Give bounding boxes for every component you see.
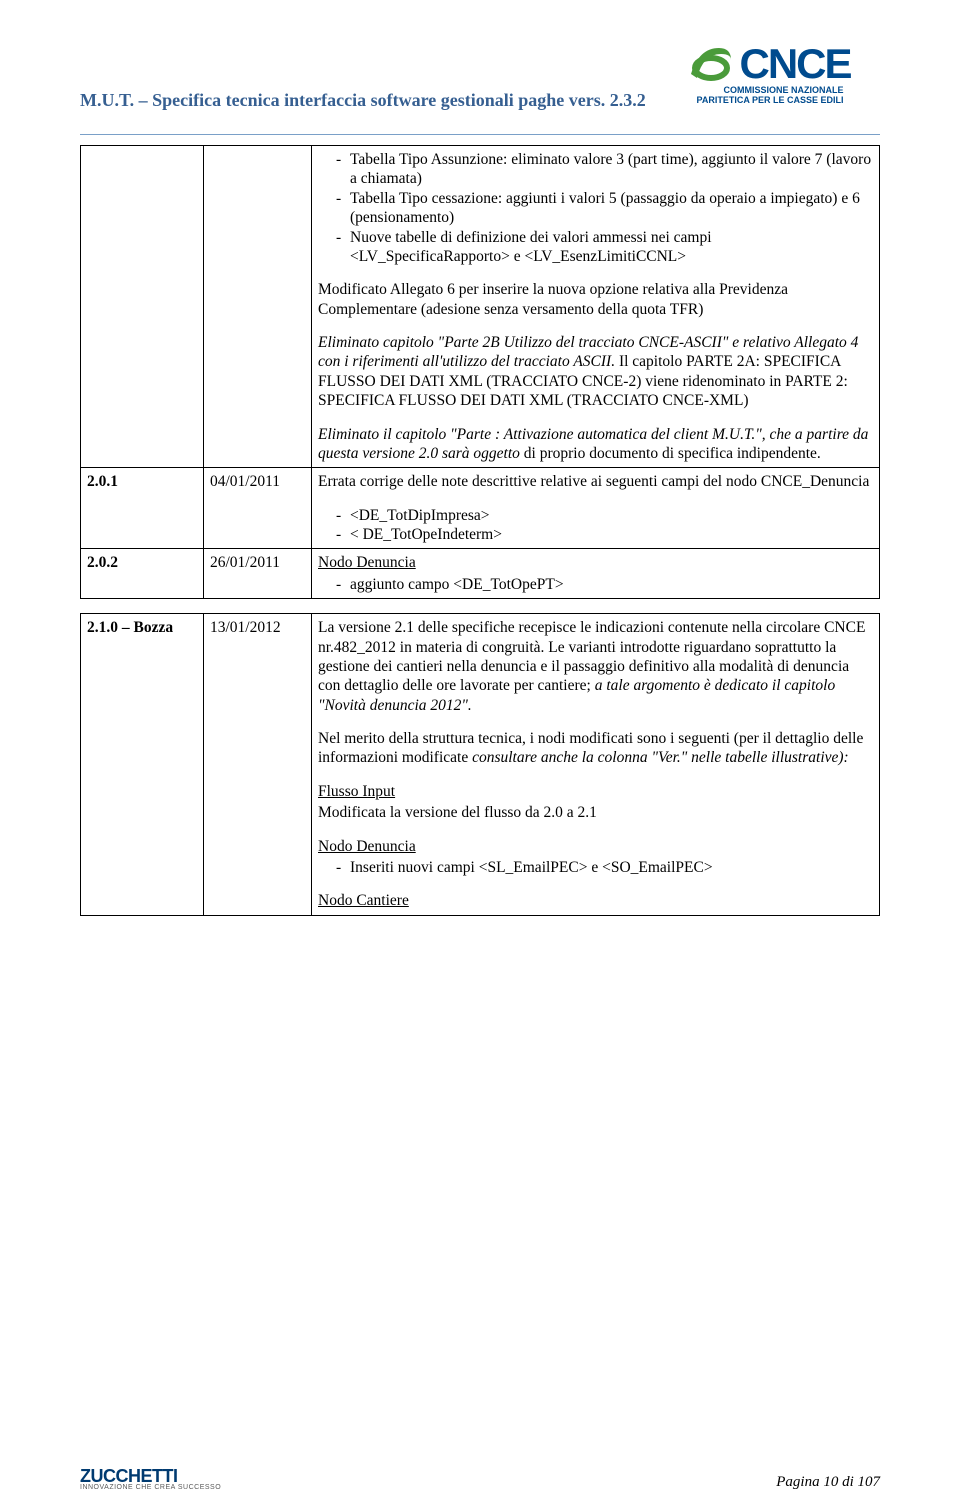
version-cell: 2.0.2: [81, 549, 204, 599]
content-cell: Errata corrige delle note descrittive re…: [312, 468, 880, 549]
page-header: M.U.T. – Specifica tecnica interfaccia s…: [80, 40, 880, 130]
paragraph: Eliminato il capitolo "Parte : Attivazio…: [318, 425, 873, 464]
list-item: Nuove tabelle di definizione dei valori …: [336, 228, 873, 267]
table-row: 2.0.226/01/2011 Nodo Denuncia aggiunto cam…: [81, 549, 880, 599]
logo-text: CNCE: [739, 40, 850, 88]
header-rule: [80, 134, 880, 135]
list-item: Tabella Tipo Assunzione: eliminato valor…: [336, 150, 873, 189]
date-cell: 26/01/2011: [204, 549, 312, 599]
list-item: Tabella Tipo cessazione: aggiunti i valo…: [336, 189, 873, 228]
underline-heading: Nodo Denuncia: [318, 553, 873, 572]
version-cell: 2.1.0 – Bozza: [81, 614, 204, 916]
date-cell: 13/01/2012: [204, 614, 312, 916]
cnce-logo: CNCE COMMISSIONE NAZIONALE PARITETICA PE…: [660, 40, 880, 130]
underline-heading: Flusso Input: [318, 782, 873, 801]
underline-heading: Nodo Denuncia: [318, 837, 873, 856]
revision-table: Tabella Tipo Assunzione: eliminato valor…: [80, 145, 880, 916]
spacer-row: [81, 599, 880, 614]
doc-title: M.U.T. – Specifica tecnica interfaccia s…: [80, 90, 646, 111]
list-item: < DE_TotOpeIndeterm>: [336, 525, 873, 544]
page-footer: ZUCCHETTI INNOVAZIONE CHE CREA SUCCESSO …: [80, 1466, 880, 1491]
date-cell: [204, 146, 312, 468]
underline-heading: Nodo Cantiere: [318, 891, 873, 910]
zucchetti-logo: ZUCCHETTI INNOVAZIONE CHE CREA SUCCESSO: [80, 1466, 221, 1491]
version-cell: 2.0.1: [81, 468, 204, 549]
date-cell: 04/01/2011: [204, 468, 312, 549]
list-item: aggiunto campo <DE_TotOpePT>: [336, 575, 873, 594]
paragraph: Nel merito della struttura tecnica, i no…: [318, 729, 873, 768]
table-row: 2.0.104/01/2011 Errata corrige delle note…: [81, 468, 880, 549]
paragraph: La versione 2.1 delle specifiche recepis…: [318, 618, 873, 715]
list-item: <DE_TotDipImpresa>: [336, 506, 873, 525]
paragraph: Modificata la versione del flusso da 2.0…: [318, 803, 873, 822]
list-item: Inseriti nuovi campi <SL_EmailPEC> e <SO…: [336, 858, 873, 877]
content-cell: Nodo Denuncia aggiunto campo <DE_TotOpePT…: [312, 549, 880, 599]
version-cell: [81, 146, 204, 468]
table-row: Tabella Tipo Assunzione: eliminato valor…: [81, 146, 880, 468]
page-number: Pagina 10 di 107: [776, 1474, 880, 1491]
paragraph: Eliminato capitolo "Parte 2B Utilizzo de…: [318, 333, 873, 411]
logo-swoosh-icon: [689, 44, 733, 84]
paragraph: Modificato Allegato 6 per inserire la nu…: [318, 280, 873, 319]
table-row: 2.1.0 – Bozza13/01/2012La versione 2.1 d…: [81, 614, 880, 916]
content-cell: La versione 2.1 delle specifiche recepis…: [312, 614, 880, 916]
logo-subtitle: COMMISSIONE NAZIONALE PARITETICA PER LE …: [696, 86, 843, 106]
content-cell: Tabella Tipo Assunzione: eliminato valor…: [312, 146, 880, 468]
paragraph: Errata corrige delle note descrittive re…: [318, 472, 873, 491]
